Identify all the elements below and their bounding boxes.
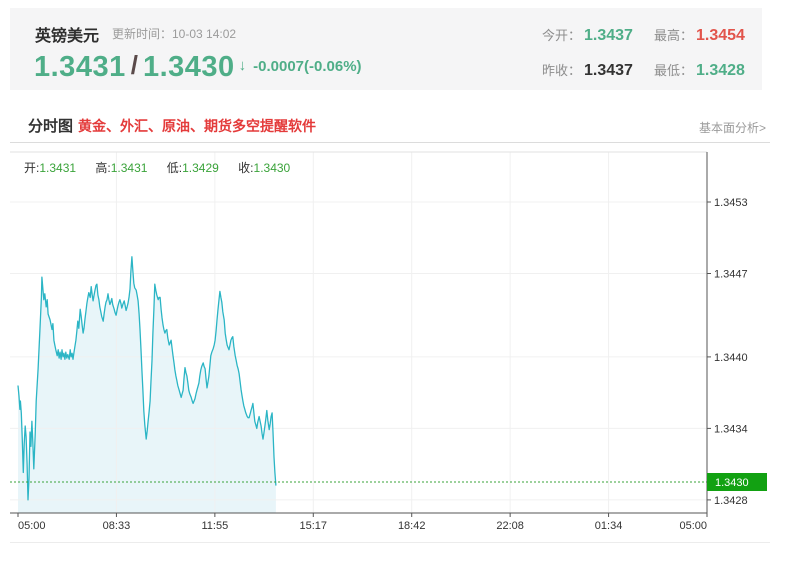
ohlc-close: 收:1.3430 xyxy=(238,161,291,175)
ask-price: 1.3430 xyxy=(142,51,235,83)
stat-prev-close-value: 1.3437 xyxy=(584,62,633,79)
chart-canvas[interactable]: 1.3453 1.3447 1.3440 1.3434 1.3428 05:00 08:33… xyxy=(10,150,770,542)
y-axis-label: 1.3453 xyxy=(714,197,748,209)
current-price-tag xyxy=(707,473,767,491)
y-axis-label: 1.3434 xyxy=(714,423,748,435)
stats-grid: 今开： 1.3437 最高： 1.3454 昨收： 1.3437 最低： 1.3428 xyxy=(542,25,766,80)
tab-intraday-chart[interactable]: 分时图 xyxy=(28,118,74,135)
x-axis-label: 22:08 xyxy=(496,520,524,532)
update-time: 更新时间：10-03 14:02 xyxy=(112,27,237,41)
stat-prev-close: 昨收： 1.3437 xyxy=(542,60,654,80)
stat-prev-close-label: 昨收： xyxy=(542,63,582,78)
symbol-title: 英镑美元 xyxy=(35,28,100,45)
current-price-tag-label: 1.3430 xyxy=(715,477,749,489)
y-axis-label: 1.3440 xyxy=(714,352,748,364)
ohlc-legend: 开:1.3431 高:1.3431 低:1.3429 收:1.3430 xyxy=(24,159,306,176)
x-axis-label: 05:00 xyxy=(18,520,46,532)
ohlc-low: 低:1.3429 xyxy=(166,161,219,175)
price-change: -0.0007(-0.06%) xyxy=(253,58,362,75)
stat-low-label: 最低： xyxy=(654,63,694,78)
price-separator: / xyxy=(130,50,138,80)
fundamental-analysis-link[interactable]: 基本面分析> xyxy=(698,121,766,135)
stat-low: 最低： 1.3428 xyxy=(654,60,766,80)
ohlc-high: 高:1.3431 xyxy=(95,161,148,175)
x-axis-label: 15:17 xyxy=(300,520,328,532)
stat-open-value: 1.3437 xyxy=(584,27,633,44)
stat-low-value: 1.3428 xyxy=(696,62,745,79)
x-axis-label: 05:00 xyxy=(679,520,707,532)
bid-price: 1.3431 xyxy=(34,51,126,83)
x-axis-label: 01:34 xyxy=(595,520,623,532)
x-axis-label: 11:55 xyxy=(201,520,228,532)
stat-open: 今开： 1.3437 xyxy=(542,25,654,45)
x-axis-label: 08:33 xyxy=(103,520,131,532)
down-arrow-icon: ↓ xyxy=(238,57,247,74)
chart-section: 开:1.3431 高:1.3431 低:1.3429 收:1.3430 1.34… xyxy=(10,150,770,542)
y-axis-label: 1.3428 xyxy=(714,495,748,507)
stat-high: 最高： 1.3454 xyxy=(654,25,766,45)
tab-bar: 分时图 黄金、外汇、原油、期货多空提醒软件 基本面分析> xyxy=(10,108,770,143)
price-series-line xyxy=(17,256,277,501)
ohlc-open: 开:1.3431 xyxy=(24,161,77,175)
area-fill xyxy=(18,256,276,513)
stat-high-value: 1.3454 xyxy=(696,27,745,44)
stat-open-label: 今开： xyxy=(542,28,582,43)
section-divider xyxy=(10,542,770,543)
price-row: 1.3431/1.3430 ↓ -0.0007(-0.06%) xyxy=(34,50,362,84)
x-axis-label: 18:42 xyxy=(398,520,426,532)
stat-high-label: 最高： xyxy=(654,28,694,43)
y-axis-label: 1.3447 xyxy=(714,269,748,281)
promo-link[interactable]: 黄金、外汇、原油、期货多空提醒软件 xyxy=(78,118,316,134)
quote-header: 英镑美元 更新时间：10-03 14:02 1.3431/1.3430 ↓ -0.0… xyxy=(10,8,762,90)
